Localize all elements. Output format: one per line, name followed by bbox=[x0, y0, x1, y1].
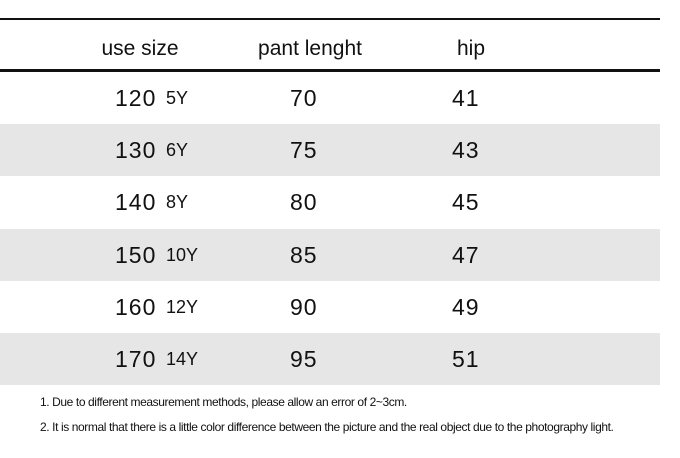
size-cell: 160 bbox=[115, 293, 157, 320]
size-cell: 140 bbox=[115, 189, 157, 216]
column-header: hip bbox=[456, 37, 486, 60]
table-row: 160 12Y 90 49 bbox=[0, 281, 660, 333]
table-row: 120 5Y 70 41 bbox=[0, 72, 660, 124]
hip-cell: 47 bbox=[452, 241, 480, 268]
column-header: use size bbox=[101, 37, 179, 60]
hip-cell: 49 bbox=[452, 293, 480, 320]
table-row: 150 10Y 85 47 bbox=[0, 228, 660, 281]
size-cell: 120 bbox=[115, 85, 157, 111]
size-cell: 130 bbox=[115, 137, 157, 164]
pant-length-cell: 70 bbox=[290, 85, 318, 111]
hip-cell: 43 bbox=[452, 137, 480, 164]
table-row: 170 14Y 95 51 bbox=[0, 333, 660, 385]
note: 2. It is normal that there is a little c… bbox=[40, 420, 614, 434]
age-cell: 10Y bbox=[166, 244, 199, 265]
table-row: 130 6Y 75 43 bbox=[0, 124, 660, 177]
hip-cell: 45 bbox=[452, 189, 480, 216]
pant-length-cell: 80 bbox=[290, 189, 318, 216]
top-rule bbox=[0, 18, 660, 20]
age-cell: 12Y bbox=[166, 296, 199, 317]
age-cell: 6Y bbox=[166, 140, 189, 161]
table-row: 140 8Y 80 45 bbox=[0, 176, 660, 228]
age-cell: 5Y bbox=[166, 88, 189, 108]
pant-length-cell: 90 bbox=[290, 293, 318, 320]
size-cell: 150 bbox=[115, 241, 157, 268]
pant-length-cell: 75 bbox=[290, 137, 318, 164]
age-cell: 8Y bbox=[166, 192, 189, 213]
age-cell: 14Y bbox=[166, 349, 199, 369]
hip-cell: 51 bbox=[452, 346, 480, 372]
size-cell: 170 bbox=[115, 346, 157, 372]
column-header: pant lenght bbox=[258, 37, 362, 60]
header-rule bbox=[0, 69, 660, 72]
hip-cell: 41 bbox=[452, 85, 480, 111]
pant-length-cell: 95 bbox=[290, 346, 318, 372]
note: 1. Due to different measurement methods,… bbox=[40, 395, 407, 409]
pant-length-cell: 85 bbox=[290, 241, 318, 268]
